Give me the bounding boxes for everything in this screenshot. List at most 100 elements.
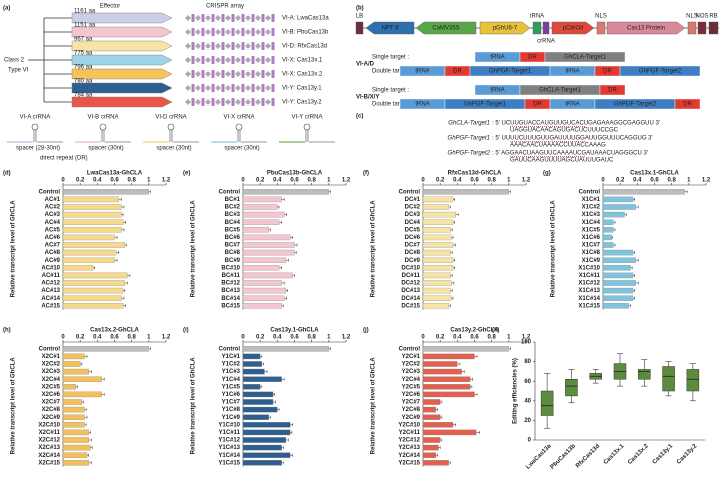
chart-title: LwaCas13a-GhCLA	[87, 171, 143, 177]
category-label: Y1C#2	[222, 362, 241, 368]
x-tick-label: 0.4	[633, 178, 642, 184]
repeat	[195, 99, 201, 105]
effector-name: VI-Y: Cas13y.1	[282, 86, 322, 92]
category-label: Y2C#8	[402, 407, 421, 413]
category-label: X2C#14	[38, 453, 60, 459]
x-tick-label: 1.2	[342, 335, 351, 341]
spacer	[231, 70, 235, 78]
row-label: Double target :	[372, 69, 412, 75]
repeat	[255, 99, 261, 105]
error-bar	[328, 347, 331, 351]
x-tick-label: 0.2	[436, 335, 445, 341]
error-bar	[470, 377, 474, 381]
error-bar	[84, 354, 88, 358]
x-tick-label: 0	[61, 178, 65, 184]
bar	[422, 391, 475, 398]
bar	[422, 189, 509, 195]
category-label: DC#7	[405, 243, 421, 249]
construct-label: NLS	[686, 14, 698, 20]
repeat	[255, 85, 261, 91]
target-seq: : 5' UUUUCUUUGUUGAUUUUGGAUUGGUUUCAGGUG 3…	[492, 136, 653, 142]
construct-element	[551, 21, 595, 35]
repeat	[215, 15, 221, 21]
category-label: Y1C#6	[222, 392, 241, 398]
error-bar	[279, 266, 282, 270]
bar	[422, 249, 451, 256]
bar	[602, 280, 636, 286]
x-tick-label: 0.2	[76, 178, 85, 184]
spacer	[211, 98, 215, 106]
bar	[62, 368, 89, 375]
spacer	[251, 28, 255, 36]
error-bar	[284, 213, 288, 217]
error-bar	[508, 347, 511, 351]
category-label: Y2C#1	[402, 354, 421, 360]
protein-size: 1161 aa	[74, 9, 96, 15]
bar	[62, 204, 122, 210]
crrna-name: VI-B crRNA	[87, 115, 118, 121]
construct-label: pCitrOd	[563, 26, 584, 32]
bar	[62, 295, 122, 301]
bar	[422, 272, 451, 279]
spacer	[231, 98, 235, 106]
spacer	[211, 42, 215, 50]
error-bar	[451, 281, 455, 285]
construct-label: crRNA	[537, 39, 555, 45]
bar	[62, 249, 117, 256]
bar	[242, 384, 261, 390]
spacer	[201, 42, 205, 50]
category-label: AC#6	[45, 235, 61, 241]
category-label: DC#13	[401, 288, 420, 294]
category-label: X1C#9	[582, 258, 601, 264]
category-label: DC#10	[401, 265, 420, 271]
error-bar	[635, 205, 639, 209]
bar	[62, 429, 89, 436]
bar	[62, 211, 122, 218]
x-tick-label: 1	[147, 335, 151, 341]
category-label: BC#14	[221, 296, 240, 302]
spacer	[251, 84, 255, 92]
bar	[62, 353, 85, 360]
y-axis-label: Relative transcript level of GhCLA	[11, 200, 17, 298]
error-bar	[281, 446, 284, 450]
error-bar	[273, 400, 276, 404]
repeat	[205, 29, 211, 35]
spacer	[241, 42, 245, 50]
error-bar	[448, 205, 451, 209]
bar	[242, 257, 287, 263]
repeat	[245, 71, 251, 77]
bar	[422, 414, 441, 420]
bar	[602, 234, 612, 241]
spacer	[251, 98, 255, 106]
spacer	[201, 98, 205, 106]
construct-element	[355, 21, 364, 35]
repeat	[225, 57, 231, 63]
effector-gene	[71, 96, 173, 108]
x-tick-label: 1	[147, 178, 151, 184]
error-bar	[435, 408, 438, 412]
spacer	[211, 56, 215, 64]
category-label: DC#5	[405, 227, 421, 233]
category-label: BC#10	[221, 265, 240, 271]
x-tick-label: 0.8	[487, 178, 496, 184]
construct-element	[708, 21, 719, 35]
category-label: X1C#14	[578, 296, 600, 302]
bar	[602, 272, 634, 279]
spacer	[211, 84, 215, 92]
bar	[602, 204, 636, 210]
x-tick-label: 0.8	[127, 335, 136, 341]
target-seq: : 5' UCUUGUACCAUGUUGUCACUGAGAAAGGCGAGGUU…	[492, 121, 660, 127]
category-label: BC#5	[225, 227, 241, 233]
repeat	[255, 71, 261, 77]
error-bar	[633, 273, 636, 277]
category-label: Control	[579, 189, 601, 195]
hairpin-loop	[167, 123, 175, 131]
protein-size: 796 aa	[74, 65, 93, 71]
repeat	[235, 29, 241, 35]
spacer	[221, 56, 225, 64]
bar	[242, 429, 291, 436]
error-bar	[292, 273, 295, 277]
spacer	[261, 14, 265, 22]
error-bar	[121, 205, 125, 209]
